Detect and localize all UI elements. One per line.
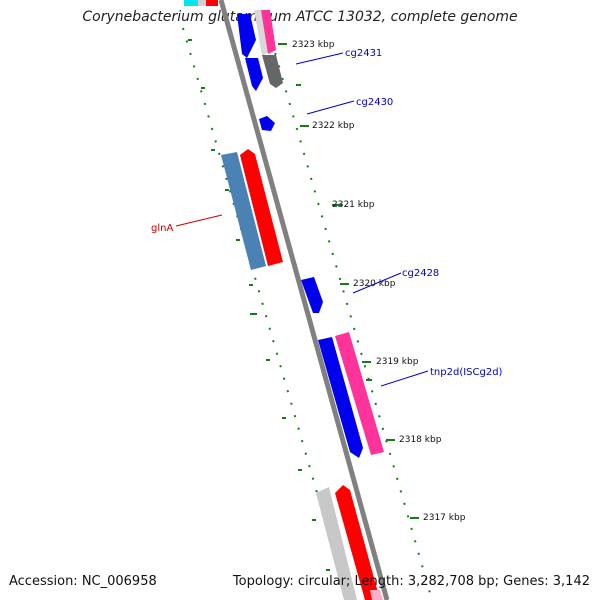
gene-label-cg2431[interactable]: cg2431 bbox=[345, 48, 382, 59]
tick-label: 2322 kbp bbox=[312, 121, 355, 131]
accession-text: Accession: NC_006958 bbox=[9, 574, 157, 589]
gene-block-lightgrey-bottom bbox=[316, 487, 357, 600]
tick-label: 2317 kbp bbox=[423, 513, 466, 523]
gene-block-red-top bbox=[206, 0, 218, 6]
tick-label: 2321 kbp bbox=[332, 200, 375, 210]
gene-block-blue-tnp bbox=[318, 337, 363, 458]
gene-block-lightgrey-top bbox=[198, 0, 206, 6]
gene-block-grey-1 bbox=[262, 55, 283, 88]
callout-line-tnp2d bbox=[380, 370, 429, 387]
gene-block-steelblue bbox=[221, 152, 266, 270]
map-title: Corynebacterium glutamicum ATCC 13032, c… bbox=[82, 9, 518, 25]
genome-backbone bbox=[218, 0, 390, 600]
gene-block-lightgrey-1 bbox=[254, 10, 269, 56]
gene-label-cg2428[interactable]: cg2428 bbox=[402, 268, 439, 279]
gene-label-tnp2d[interactable]: tnp2d(ISCg2d) bbox=[430, 367, 503, 378]
right-ruler-dashes bbox=[278, 43, 419, 519]
gene-block-red-glnA bbox=[240, 149, 283, 266]
gene-block-pink-bottom bbox=[370, 590, 383, 600]
gene-block-cyan bbox=[184, 0, 198, 6]
gene-label-glnA[interactable]: glnA bbox=[151, 223, 173, 234]
genome-summary-text: Topology: circular; Length: 3,282,708 bp… bbox=[232, 574, 590, 589]
gene-label-cg2430[interactable]: cg2430 bbox=[356, 97, 393, 108]
callout-line-glnA bbox=[175, 214, 223, 227]
tick-label: 2319 kbp bbox=[376, 357, 419, 367]
callout-line-cg2431 bbox=[295, 52, 344, 65]
callout-line-cg2430 bbox=[306, 100, 355, 115]
gene-block-blue-cg2428 bbox=[301, 277, 323, 313]
right-ruler-line bbox=[267, 27, 433, 600]
gene-block-red-bottom bbox=[335, 485, 380, 600]
gene-block-blue-2 bbox=[245, 58, 263, 91]
gene-block-blue-1 bbox=[237, 14, 256, 58]
gene-block-pink-tnp bbox=[335, 332, 384, 455]
left-ruler-dashes bbox=[188, 39, 330, 571]
tick-label: 2318 kbp bbox=[399, 435, 442, 445]
gene-block-blue-3 bbox=[259, 116, 275, 131]
callout-line-cg2428 bbox=[352, 272, 402, 294]
tick-label: 2323 kbp bbox=[292, 40, 335, 50]
gene-block-pink-1 bbox=[261, 10, 276, 54]
